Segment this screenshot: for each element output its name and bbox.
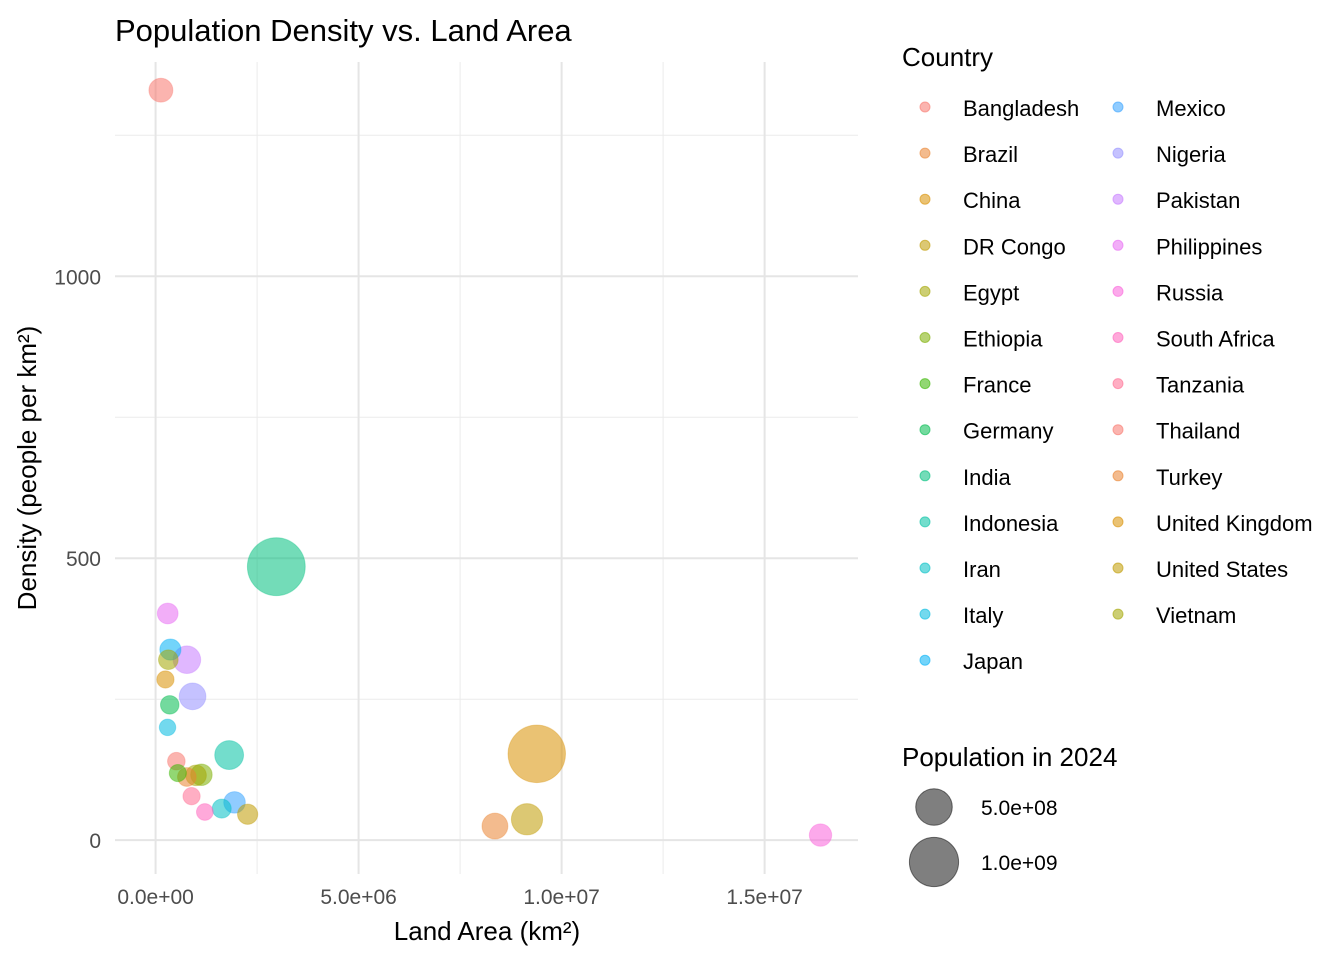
legend-key-tanzania	[1112, 378, 1124, 390]
x-axis-label: Land Area (km²)	[394, 916, 580, 946]
data-points	[148, 77, 833, 847]
x-tick-label: 0.0e+00	[117, 886, 194, 909]
legend-key-brazil	[919, 147, 931, 159]
legend-label-turkey: Turkey	[1156, 465, 1222, 490]
major-gridlines	[115, 62, 858, 874]
legend-key-japan	[919, 654, 931, 666]
x-tick-label: 1.5e+07	[726, 886, 803, 909]
point-india	[246, 537, 306, 597]
point-china	[507, 724, 567, 784]
point-vietnam	[157, 649, 179, 671]
size-legend-label: 1.0e+09	[981, 852, 1058, 875]
legend-key-mexico	[1112, 101, 1124, 113]
point-germany	[159, 695, 180, 715]
legend-key-dr-congo	[919, 239, 931, 251]
legend-key-philippines	[1112, 239, 1124, 251]
legend-label-south-africa: South Africa	[1156, 327, 1275, 352]
legend-key-italy	[919, 608, 931, 620]
legend-label-russia: Russia	[1156, 280, 1224, 305]
legend-label-nigeria: Nigeria	[1156, 142, 1226, 167]
size-legend-label: 5.0e+08	[981, 797, 1058, 820]
x-tick-label: 1.0e+07	[523, 886, 600, 909]
point-russia	[808, 823, 833, 847]
point-nigeria	[178, 682, 207, 711]
legend-label-vietnam: Vietnam	[1156, 603, 1236, 628]
legend-key-bangladesh	[919, 101, 931, 113]
x-axis-ticks: 0.0e+00 5.0e+06 1.0e+07 1.5e+07	[117, 886, 803, 909]
point-tanzania	[182, 787, 201, 806]
chart-title: Population Density vs. Land Area	[115, 13, 572, 48]
legend-key-india	[919, 470, 931, 482]
point-iran	[211, 798, 232, 819]
size-legend-key	[908, 836, 960, 888]
point-philippines	[156, 602, 179, 625]
legend-label-pakistan: Pakistan	[1156, 188, 1240, 213]
legend-key-united-states	[1112, 562, 1124, 574]
legend-key-china	[919, 193, 931, 205]
legend-key-nigeria	[1112, 147, 1124, 159]
point-indonesia	[214, 740, 245, 770]
y-tick-label: 500	[66, 548, 101, 571]
minor-gridlines	[115, 62, 858, 874]
point-united-states	[510, 803, 544, 836]
legend-key-iran	[919, 562, 931, 574]
legend-key-south-africa	[1112, 332, 1124, 343]
y-axis-ticks: 0 500 1000	[54, 266, 101, 853]
legend-key-united-kingdom	[1112, 516, 1124, 528]
legend-key-pakistan	[1112, 193, 1124, 205]
legend-label-philippines: Philippines	[1156, 234, 1262, 259]
legend-key-thailand	[1112, 424, 1124, 436]
legend-key-ethiopia	[919, 332, 931, 343]
legend-label-united-kingdom: United Kingdom	[1156, 511, 1313, 536]
legend-label-brazil: Brazil	[963, 142, 1018, 167]
point-france	[168, 764, 187, 783]
legend-label-india: India	[963, 465, 1011, 490]
legend-label-thailand: Thailand	[1156, 419, 1240, 444]
size-legend-key	[915, 788, 953, 826]
point-bangladesh	[148, 77, 174, 103]
y-tick-label: 1000	[54, 266, 101, 289]
legend-key-turkey	[1112, 470, 1124, 482]
y-tick-label: 0	[89, 830, 101, 853]
legend-label-iran: Iran	[963, 557, 1001, 582]
legend-label-tanzania: Tanzania	[1156, 373, 1245, 398]
legend-label-italy: Italy	[963, 603, 1003, 628]
point-united-kingdom	[156, 670, 175, 689]
legend-key-france	[919, 378, 931, 390]
legend-label-bangladesh: Bangladesh	[963, 96, 1079, 121]
legend-label-france: France	[963, 373, 1031, 398]
legend-label-ethiopia: Ethiopia	[963, 327, 1043, 352]
legend-label-egypt: Egypt	[963, 280, 1019, 305]
legend-key-germany	[919, 424, 931, 436]
point-brazil	[481, 812, 509, 840]
legend-key-russia	[1112, 285, 1124, 297]
legend-label-mexico: Mexico	[1156, 96, 1226, 121]
color-legend: Country Bangladesh Brazil China DR Congo Egy…	[902, 42, 1313, 674]
size-legend: Population in 2024 5.0e+08 1.0e+09	[902, 742, 1117, 888]
legend-key-vietnam	[1112, 608, 1124, 620]
legend-label-united-states: United States	[1156, 557, 1288, 582]
legend-key-indonesia	[919, 516, 931, 528]
point-italy	[158, 718, 177, 737]
x-tick-label: 5.0e+06	[320, 886, 397, 909]
size-legend-title: Population in 2024	[902, 742, 1117, 772]
legend-key-egypt	[919, 285, 931, 297]
legend-label-dr-congo: DR Congo	[963, 234, 1066, 259]
legend-label-japan: Japan	[963, 649, 1023, 674]
legend-label-germany: Germany	[963, 419, 1053, 444]
y-axis-label: Density (people per km²)	[12, 326, 42, 611]
color-legend-title: Country	[902, 42, 993, 72]
legend-label-china: China	[963, 188, 1021, 213]
point-south-africa	[195, 803, 214, 821]
point-dr-congo	[237, 803, 259, 825]
legend-label-indonesia: Indonesia	[963, 511, 1059, 536]
